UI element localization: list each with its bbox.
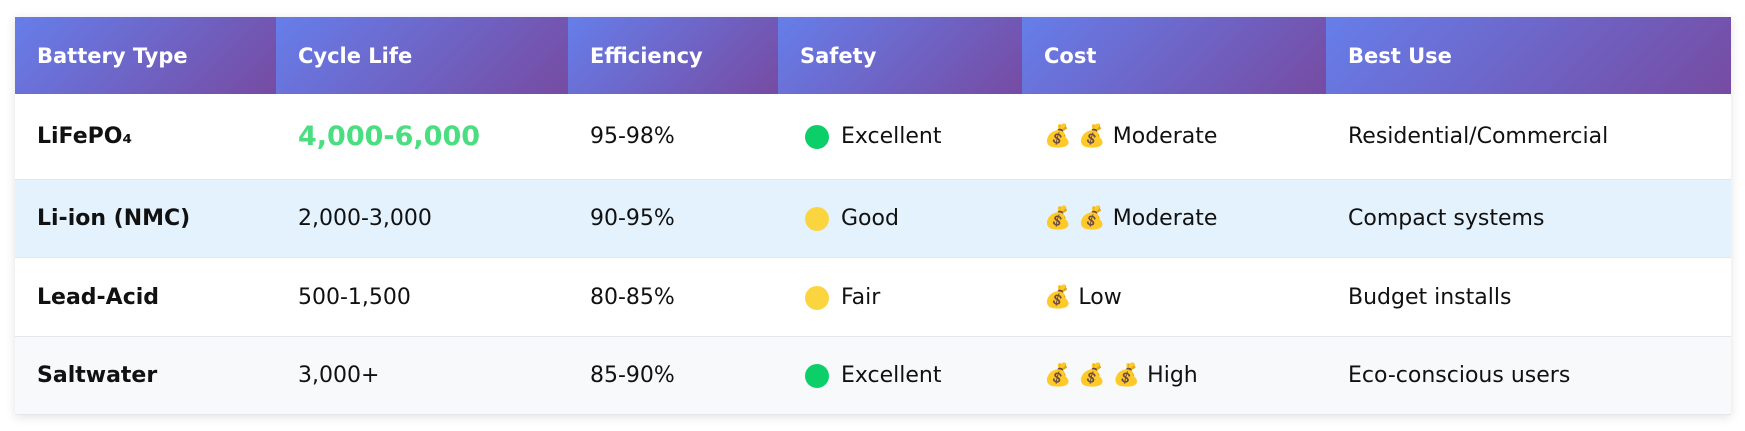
- cell: 85-90%: [568, 336, 778, 415]
- cell: Good: [778, 179, 1022, 258]
- cell: Excellent: [778, 94, 1022, 180]
- cell: Fair: [778, 257, 1022, 337]
- safety-dot: [805, 125, 829, 149]
- safety-dot: [805, 207, 829, 231]
- cell: 80-85%: [568, 257, 778, 337]
- safety-dot: [805, 364, 829, 388]
- cell: Residential/Commercial: [1326, 94, 1731, 180]
- cell: 4,000-6,000: [276, 94, 568, 180]
- safety-text: Fair: [841, 284, 881, 310]
- cell: Eco-conscious users: [1326, 336, 1731, 415]
- cell: Budget installs: [1326, 257, 1731, 337]
- header-cell: Efficiency: [568, 17, 778, 94]
- header-cell: Safety: [778, 17, 1022, 94]
- cell: 90-95%: [568, 179, 778, 258]
- cell: 500-1,500: [276, 257, 568, 337]
- cell: 3,000+: [276, 336, 568, 415]
- header-cell: Battery Type: [15, 17, 276, 94]
- cell: 95-98%: [568, 94, 778, 180]
- cell: 2,000-3,000: [276, 179, 568, 258]
- row: LiFePO₄ 4,000-6,000 95-98% Excellent 💰 💰…: [15, 94, 1731, 180]
- header-cell: Cost: [1022, 17, 1326, 94]
- cell: 💰 💰 Moderate: [1022, 94, 1326, 180]
- row: Lead-Acid 500-1,500 80-85% Fair 💰 Low Bu…: [15, 257, 1731, 337]
- cell: 💰 Low: [1022, 257, 1326, 337]
- cell: Lead-Acid: [15, 257, 276, 337]
- header-cell: Best Use: [1326, 17, 1731, 94]
- cell: LiFePO₄: [15, 94, 276, 180]
- safety-text: Excellent: [841, 124, 942, 149]
- cell: 💰 💰 Moderate: [1022, 179, 1326, 258]
- safety-dot: [805, 285, 829, 310]
- battery-table: Battery Type Cycle Life Efficiency Safet…: [15, 17, 1731, 415]
- cell: Saltwater: [15, 336, 276, 415]
- cell: Compact systems: [1326, 179, 1731, 258]
- header-row: Battery Type Cycle Life Efficiency Safet…: [15, 17, 1731, 94]
- safety-text: Excellent: [841, 363, 942, 388]
- cell: 💰 💰 💰 High: [1022, 336, 1326, 415]
- header-cell: Cycle Life: [276, 17, 568, 94]
- cell: Li-ion (NMC): [15, 179, 276, 258]
- row: Saltwater 3,000+ 85-90% Excellent 💰 💰 💰 …: [15, 336, 1731, 415]
- cell: Excellent: [778, 336, 1022, 415]
- row: Li-ion (NMC) 2,000-3,000 90-95% Good 💰 💰…: [15, 179, 1731, 258]
- safety-text: Good: [841, 206, 899, 231]
